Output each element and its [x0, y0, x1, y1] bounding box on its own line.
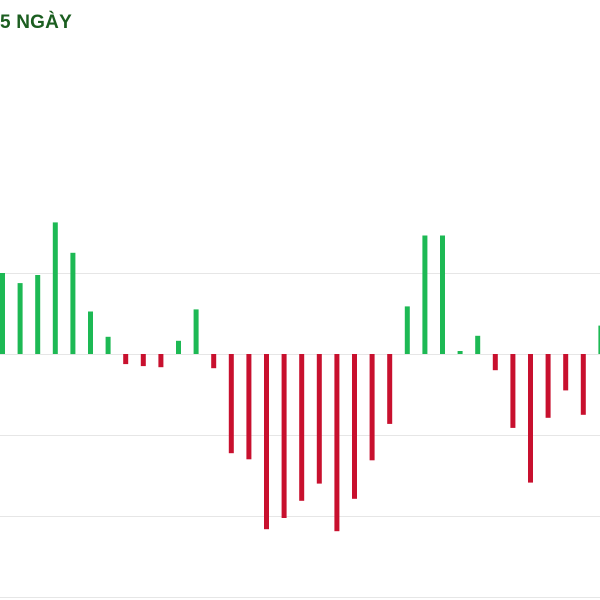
bar-9: [158, 354, 164, 368]
bar-34: [598, 325, 600, 354]
bar-17: [299, 354, 305, 501]
bar-24: [422, 235, 428, 354]
bar-22: [387, 354, 393, 424]
bar-10: [176, 340, 181, 354]
bar-18: [316, 354, 322, 484]
chart-title: 5 NGÀY: [0, 12, 72, 33]
bar-12: [211, 354, 217, 369]
bar-0: [0, 273, 5, 354]
bar-11: [193, 309, 199, 354]
bar-21: [369, 354, 375, 461]
bar-6: [105, 336, 111, 354]
bar-19: [334, 354, 340, 532]
bar-27: [475, 335, 481, 354]
bar-3: [52, 222, 58, 354]
bar-29: [510, 354, 516, 428]
bar-4: [70, 252, 76, 355]
bar-16: [281, 354, 287, 518]
bar-25: [440, 235, 445, 354]
bar-5: [88, 311, 93, 354]
bar-23: [404, 306, 410, 354]
bar-33: [580, 354, 586, 415]
bar-28: [492, 354, 498, 371]
bar-31: [545, 354, 551, 418]
bar-13: [228, 354, 234, 454]
bar-7: [123, 354, 129, 365]
bar-32: [563, 354, 569, 391]
bar-15: [264, 354, 269, 530]
bar-14: [246, 354, 252, 460]
bar-30: [528, 354, 533, 483]
bar-26: [457, 351, 463, 354]
bar-2: [35, 275, 41, 354]
bar-20: [352, 354, 357, 499]
bar-8: [140, 354, 146, 367]
bar-1: [17, 283, 23, 354]
bar-layer: [0, 222, 600, 532]
